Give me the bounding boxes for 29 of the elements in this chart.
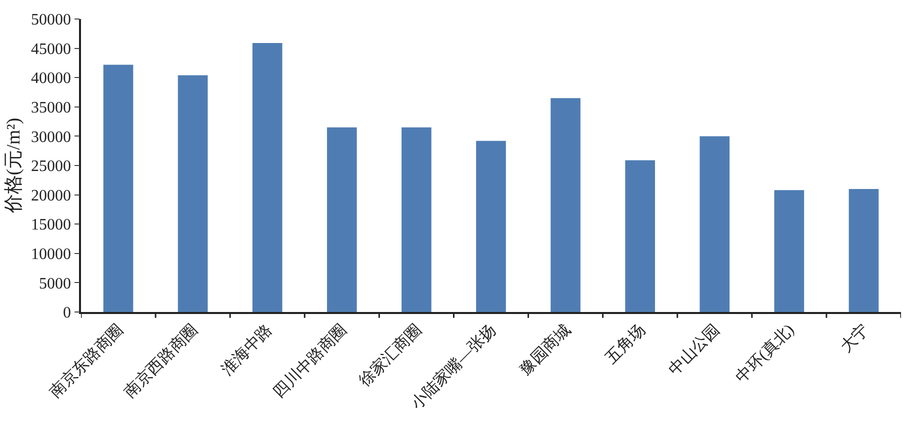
y-tick-label: 30000 [31,128,72,146]
y-tick-label: 0 [63,304,72,322]
y-tick-label: 45000 [31,40,72,58]
x-tick-label: 中环(真北) [732,320,798,386]
y-tick-label: 5000 [39,275,72,292]
x-tick-label: 五角场 [602,321,649,368]
y-tick-label: 25000 [31,158,72,176]
y-tick-label: 20000 [31,187,72,204]
x-tick-label: 淮海中路 [218,320,276,379]
bar [774,190,804,312]
bar [700,136,730,312]
bar [178,75,208,312]
bar [402,127,432,312]
y-tick-label: 40000 [31,70,72,88]
y-tick-label: 10000 [31,246,72,263]
bar [476,140,506,312]
bar [327,127,357,312]
bar [625,160,655,312]
x-tick-label: 大宁 [836,320,872,356]
bar [550,98,580,312]
bar [103,64,134,312]
y-tick-label: 35000 [31,100,72,116]
bar [252,43,282,312]
bar [848,188,879,312]
y-tick-label: 15000 [31,216,72,234]
y-axis-title: 价格(元/m²) [3,118,24,214]
x-tick-label: 中山公园 [665,320,724,379]
x-tick-label: 豫园商城 [516,320,574,379]
y-tick-label: 50000 [31,12,72,29]
